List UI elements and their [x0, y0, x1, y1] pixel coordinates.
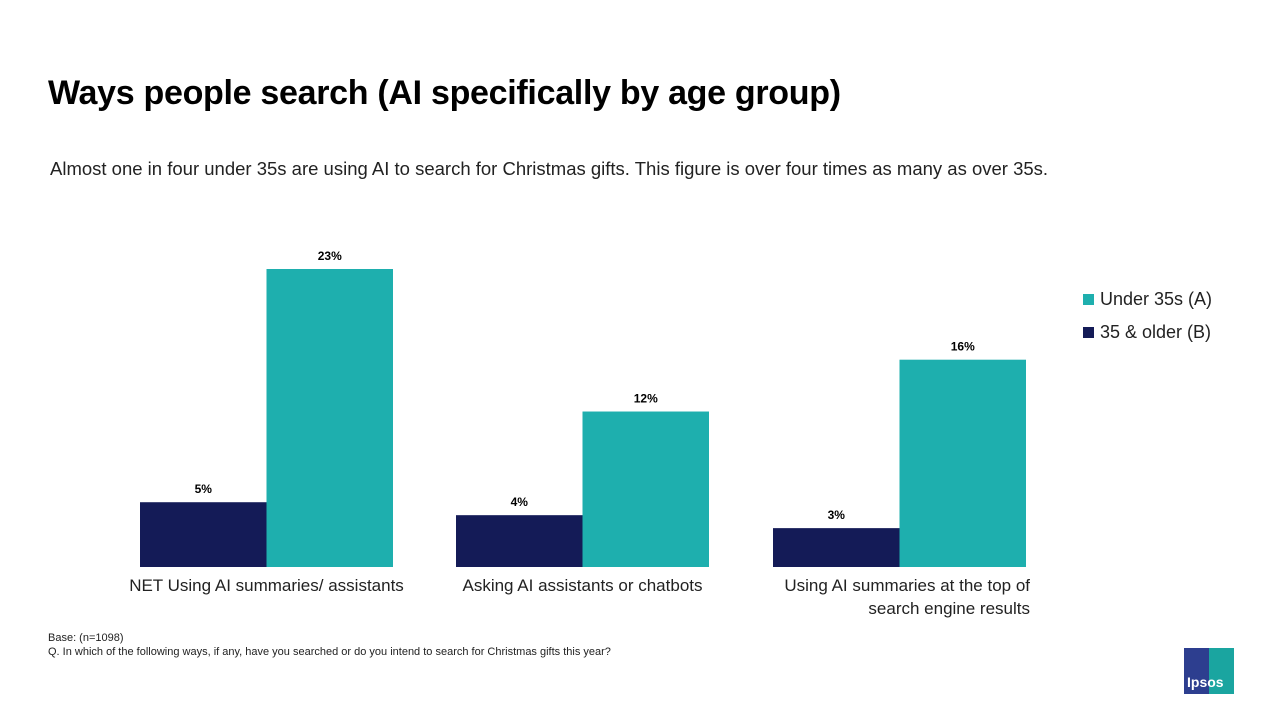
legend-item-under-35: Under 35s (A) [1083, 283, 1212, 316]
category-label: Using AI summaries at the top of [784, 576, 1030, 595]
data-label: 4% [511, 495, 529, 509]
legend: Under 35s (A) 35 & older (B) [1083, 283, 1212, 349]
footnote: Base: (n=1098) Q. In which of the follow… [48, 631, 611, 659]
category-label: NET Using AI summaries/ assistants [129, 576, 404, 595]
legend-label: 35 & older (B) [1100, 322, 1212, 342]
bar [582, 411, 709, 567]
data-label: 16% [951, 340, 975, 354]
data-label: 12% [634, 392, 658, 406]
bar [266, 269, 393, 567]
chart-title: Ways people search (AI specifically by a… [48, 74, 841, 112]
chart-subtitle: Almost one in four under 35s are using A… [50, 158, 1049, 179]
legend-swatch [1083, 327, 1094, 338]
data-label: 3% [828, 508, 846, 522]
bar [773, 528, 900, 567]
category-label: Asking AI assistants or chatbots [462, 576, 702, 595]
legend-label: Under 35s (A) [1100, 289, 1213, 309]
legend-item-35-older: 35 & older (B) [1083, 316, 1212, 349]
legend-swatch [1083, 294, 1094, 305]
data-label: 5% [195, 482, 213, 496]
bar [140, 502, 267, 567]
question-note: Q. In which of the following ways, if an… [48, 646, 611, 658]
ipsos-logo: Ipsos [1184, 648, 1234, 694]
bar [456, 515, 583, 567]
base-note: Base: (n=1098) [48, 632, 124, 644]
bar [899, 359, 1026, 567]
category-label: search engine results [868, 599, 1030, 618]
data-label: 23% [318, 249, 342, 263]
